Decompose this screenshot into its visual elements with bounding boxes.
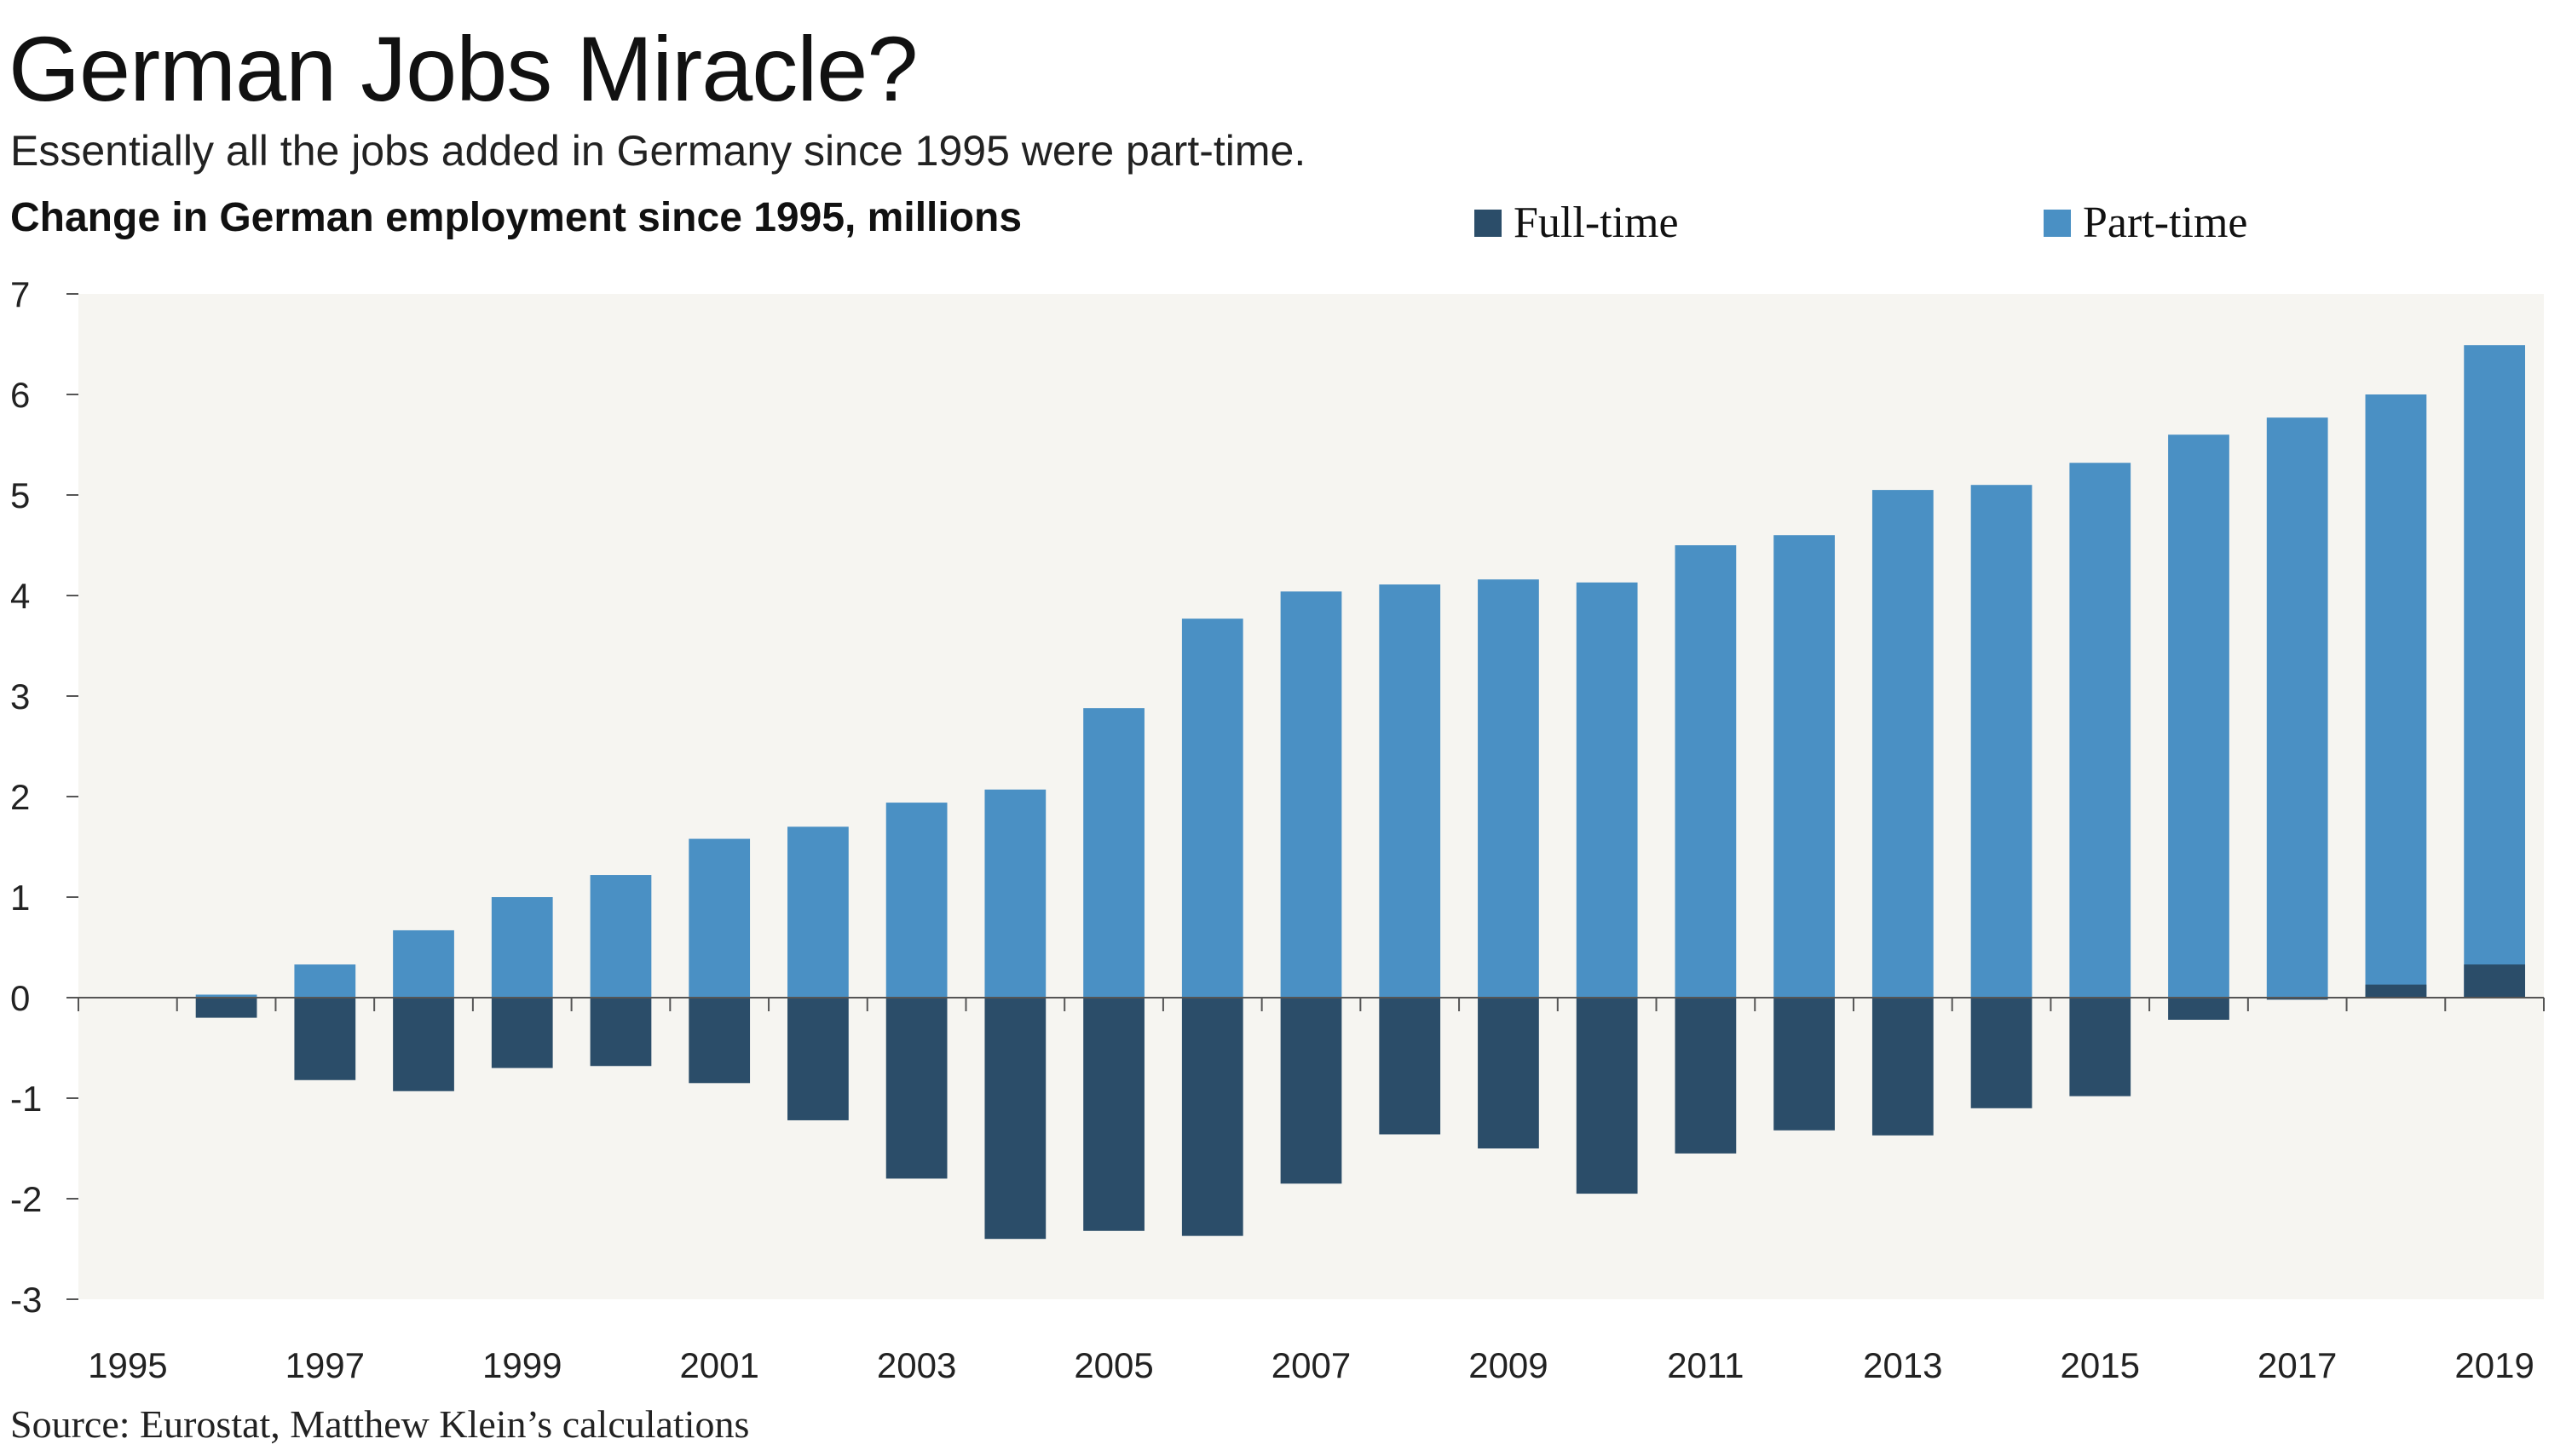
- bar-part-time-2002: [787, 826, 849, 998]
- bar-full-time-1998: [393, 998, 454, 1091]
- bar-full-time-2013: [1871, 998, 1934, 1136]
- bar-part-time-2015: [2069, 463, 2131, 998]
- x-tick-label: 2003: [877, 1345, 956, 1385]
- bar-full-time-2006: [1181, 998, 1243, 1236]
- y-tick-label: 1: [10, 878, 30, 918]
- bar-part-time-2008: [1379, 584, 1441, 998]
- bar-part-time-1996: [195, 994, 257, 998]
- bar-part-time-2016: [2168, 434, 2229, 998]
- bar-part-time-1997: [294, 964, 356, 998]
- axis-labels: -3 -2 -1 0 1 2 3 4 5 6 7 1995 1997 1999 2001 2003 2005 20…: [10, 274, 2534, 1385]
- legend-part-time-swatch: [2044, 209, 2071, 237]
- bars: [195, 345, 2526, 1240]
- y-tick-label: 7: [10, 274, 30, 314]
- bar-part-time-2013: [1871, 490, 1934, 998]
- bar-part-time-2000: [590, 875, 652, 998]
- bar-part-time-2009: [1478, 579, 1539, 998]
- bar-full-time-2015: [2069, 998, 2131, 1096]
- y-tick-label: 3: [10, 676, 30, 716]
- bar-full-time-2010: [1576, 998, 1638, 1194]
- bar-part-time-2011: [1675, 545, 1737, 998]
- x-tick-label: 1997: [285, 1345, 365, 1385]
- y-tick-label: -1: [10, 1079, 42, 1119]
- bar-part-time-2014: [1970, 485, 2033, 998]
- chart-title: Change in German employment since 1995, …: [10, 195, 1023, 240]
- bar-full-time-2001: [689, 998, 751, 1084]
- legend-full-time-label: Full-time: [1514, 199, 1679, 247]
- y-tick-label: 4: [10, 576, 30, 616]
- bar-full-time-2004: [984, 998, 1047, 1240]
- bar-full-time-1997: [294, 998, 356, 1080]
- x-tick-label: 1995: [88, 1345, 167, 1385]
- x-tick-label: 2013: [1863, 1345, 1942, 1385]
- legend-full-time-swatch: [1474, 209, 1502, 237]
- tick-marks: [66, 293, 2545, 1300]
- legend-part-time: Part-time: [2044, 198, 2248, 248]
- bar-part-time-2019: [2464, 345, 2526, 998]
- bar-full-time-2009: [1478, 998, 1539, 1148]
- bar-full-time-2007: [1280, 998, 1342, 1184]
- x-tick-label: 2005: [1074, 1345, 1153, 1385]
- bar-part-time-1999: [491, 897, 553, 998]
- bar-full-time-2017: [2266, 998, 2328, 1000]
- bar-part-time-2006: [1181, 619, 1243, 998]
- bar-full-time-1996: [195, 998, 257, 1018]
- x-tick-label: 2017: [2258, 1345, 2337, 1385]
- x-tick-label: 2015: [2061, 1345, 2140, 1385]
- y-tick-label: 5: [10, 475, 30, 515]
- bar-part-time-2004: [984, 789, 1047, 998]
- page-title: German Jobs Miracle?: [9, 17, 918, 120]
- y-tick-label: 0: [10, 978, 30, 1018]
- bar-part-time-2012: [1773, 535, 1835, 998]
- bar-full-time-2019: [2464, 964, 2526, 998]
- bar-full-time-2011: [1675, 998, 1737, 1154]
- bar-full-time-2008: [1379, 998, 1441, 1135]
- bar-full-time-1999: [491, 998, 553, 1068]
- bar-part-time-2001: [689, 838, 751, 998]
- x-tick-label: 2001: [679, 1345, 758, 1385]
- y-tick-label: 2: [10, 777, 30, 817]
- y-tick-label: -2: [10, 1179, 42, 1219]
- y-tick-label: -3: [10, 1280, 42, 1320]
- x-tick-label: 1999: [482, 1345, 562, 1385]
- bar-part-time-2005: [1083, 708, 1145, 998]
- source-note: Source: Eurostat, Matthew Klein’s calcul…: [10, 1402, 750, 1446]
- page-subtitle: Essentially all the jobs added in German…: [10, 127, 1306, 175]
- bar-part-time-2003: [885, 803, 948, 998]
- y-tick-label: 6: [10, 375, 30, 415]
- x-tick-label: 2019: [2454, 1345, 2534, 1385]
- x-tick-label: 2009: [1468, 1345, 1548, 1385]
- legend-full-time: Full-time: [1474, 198, 1679, 248]
- bar-full-time-2002: [787, 998, 849, 1120]
- x-tick-label: 2011: [1667, 1345, 1744, 1385]
- bar-full-time-2014: [1970, 998, 2033, 1108]
- bar-part-time-2018: [2365, 394, 2427, 998]
- bar-part-time-1998: [393, 929, 454, 998]
- bar-part-time-2007: [1280, 591, 1342, 998]
- legend-part-time-label: Part-time: [2083, 199, 2248, 247]
- bar-full-time-2018: [2365, 984, 2427, 998]
- bar-part-time-2017: [2266, 417, 2328, 998]
- bar-full-time-2000: [590, 998, 652, 1067]
- bar-full-time-2003: [885, 998, 948, 1179]
- bar-full-time-2016: [2168, 998, 2229, 1020]
- x-tick-label: 2007: [1271, 1345, 1351, 1385]
- bar-full-time-2005: [1083, 998, 1145, 1231]
- bar-full-time-2012: [1773, 998, 1835, 1131]
- bar-part-time-2010: [1576, 582, 1638, 998]
